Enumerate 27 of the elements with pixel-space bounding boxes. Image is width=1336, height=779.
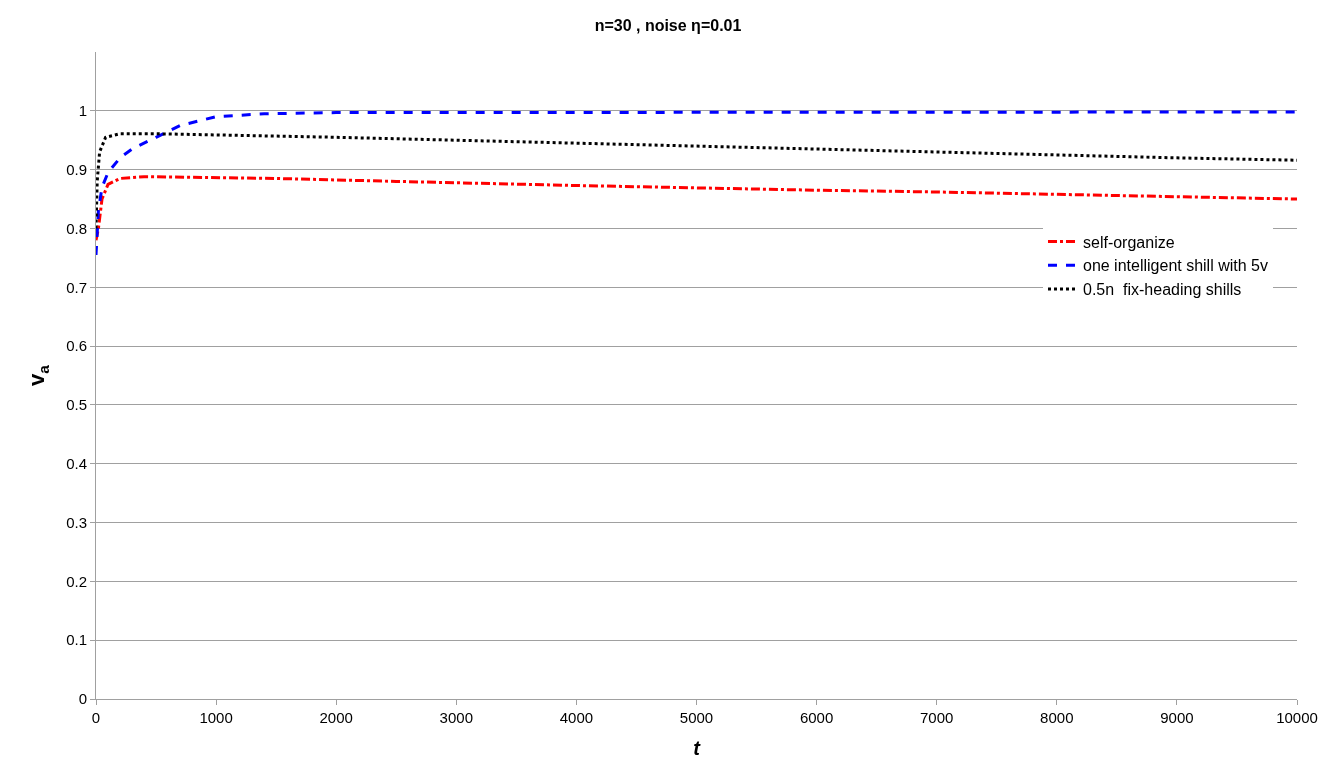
x-tick-label: 5000	[679, 709, 714, 726]
x-tick-label: 1000	[199, 709, 233, 726]
x-tick-label: 8000	[1040, 709, 1074, 726]
x-tick-label: 4000	[559, 709, 594, 726]
chart-title: n=30 , noise η=0.01	[594, 16, 742, 34]
y-tick-label: 0.9	[66, 160, 87, 178]
x-tick-label: 2000	[319, 709, 353, 726]
x-tick-label: 10000	[1276, 709, 1318, 726]
y-tick-label: 0	[78, 690, 87, 708]
y-tick-label: 0.1	[66, 631, 87, 649]
x-tick-label: 9000	[1160, 709, 1194, 726]
y-tick-label: 0.4	[66, 454, 87, 472]
y-tick-label: 0.3	[66, 513, 87, 531]
x-tick-label: 7000	[920, 709, 954, 726]
y-tick-label: 0.8	[66, 219, 87, 237]
x-tick-label: 0	[91, 709, 101, 726]
legend-label: one intelligent shill with 5v	[1082, 257, 1268, 275]
y-tick-label: 0.2	[66, 572, 87, 590]
y-tick-label: 0.5	[66, 396, 87, 414]
x-tick-label: 3000	[439, 709, 473, 726]
y-tick-label: 1	[78, 102, 87, 120]
legend-label: 0.5n fix-heading shills	[1082, 281, 1242, 299]
x-tick-label: 6000	[799, 709, 834, 726]
y-tick-label: 0.6	[66, 337, 87, 355]
y-tick-label: 0.7	[66, 278, 87, 296]
x-axis-title: t	[693, 736, 702, 759]
legend-label: self-organize	[1082, 233, 1175, 251]
